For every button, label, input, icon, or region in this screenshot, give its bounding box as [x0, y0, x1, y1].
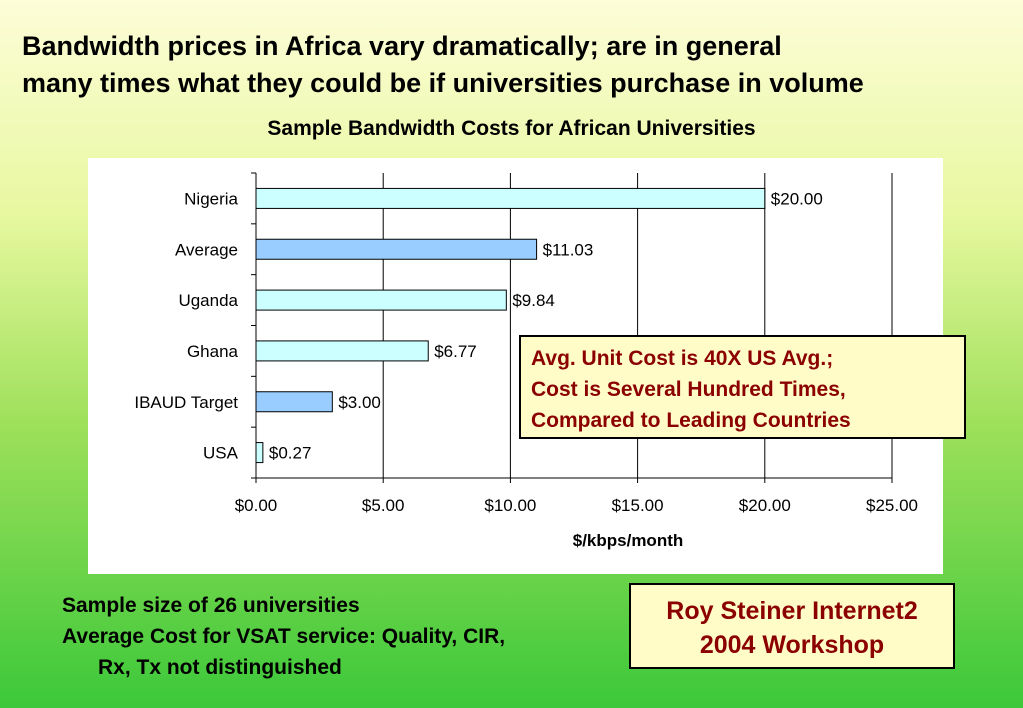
- callout-line-3: Compared to Leading Countries: [531, 409, 851, 432]
- headline: Bandwidth prices in Africa vary dramatic…: [22, 28, 1012, 102]
- category-label-usa: USA: [203, 444, 239, 463]
- x-tick-label-1: $5.00: [362, 496, 405, 515]
- bar-nigeria: [255, 187, 766, 209]
- data-label-ibaud-target: $3.00: [338, 393, 381, 412]
- bar-usa: [255, 442, 264, 464]
- category-label-average: Average: [175, 240, 238, 259]
- chart-title: Sample Bandwidth Costs for African Unive…: [267, 117, 756, 140]
- headline-line-1: Bandwidth prices in Africa vary dramatic…: [22, 31, 782, 61]
- callout-line-2: Cost is Several Hundred Times,: [531, 378, 846, 401]
- note-sample-size: Sample size of 26 universities: [62, 594, 360, 617]
- x-tick-label-0: $0.00: [235, 496, 278, 515]
- bar-average: [255, 238, 538, 260]
- category-label-nigeria: Nigeria: [184, 189, 238, 208]
- credit-line-1: Roy Steiner Internet2: [666, 597, 918, 625]
- bar-ibaud-target: [255, 391, 333, 413]
- category-label-ghana: Ghana: [187, 342, 239, 361]
- x-tick-label-2: $10.00: [484, 496, 536, 515]
- callout-line-1: Avg. Unit Cost is 40X US Avg.;: [531, 347, 834, 370]
- x-axis-title: $/kbps/month: [573, 531, 684, 550]
- data-label-usa: $0.27: [269, 444, 312, 463]
- bar-uganda: [255, 289, 507, 311]
- data-label-average: $11.03: [543, 240, 594, 259]
- note-vsat-cost-cont: Rx, Tx not distinguished: [98, 656, 342, 679]
- category-label-ibaud-target: IBAUD Target: [134, 393, 238, 412]
- headline-line-2: many times what they could be if univers…: [22, 68, 864, 98]
- x-tick-label-5: $25.00: [866, 496, 918, 515]
- data-label-nigeria: $20.00: [771, 189, 823, 208]
- bar-chart: $0.00 $5.00 $10.00 $15.00 $20.00 $25.00 Nigeri…: [134, 172, 918, 550]
- data-label-uganda: $9.84: [512, 291, 555, 310]
- data-label-ghana: $6.77: [434, 342, 477, 361]
- bar-ghana: [255, 340, 429, 362]
- credit-box: Roy Steiner Internet2 2004 Workshop: [629, 583, 955, 669]
- x-tick-label-3: $15.00: [612, 496, 664, 515]
- notes: Sample size of 26 universities Average C…: [62, 590, 505, 683]
- x-tick-label-4: $20.00: [739, 496, 791, 515]
- callout-box: Avg. Unit Cost is 40X US Avg.; Cost is S…: [519, 335, 966, 439]
- credit-line-2: 2004 Workshop: [699, 631, 885, 659]
- note-vsat-cost: Average Cost for VSAT service: Quality, …: [62, 625, 506, 648]
- category-label-uganda: Uganda: [178, 291, 238, 310]
